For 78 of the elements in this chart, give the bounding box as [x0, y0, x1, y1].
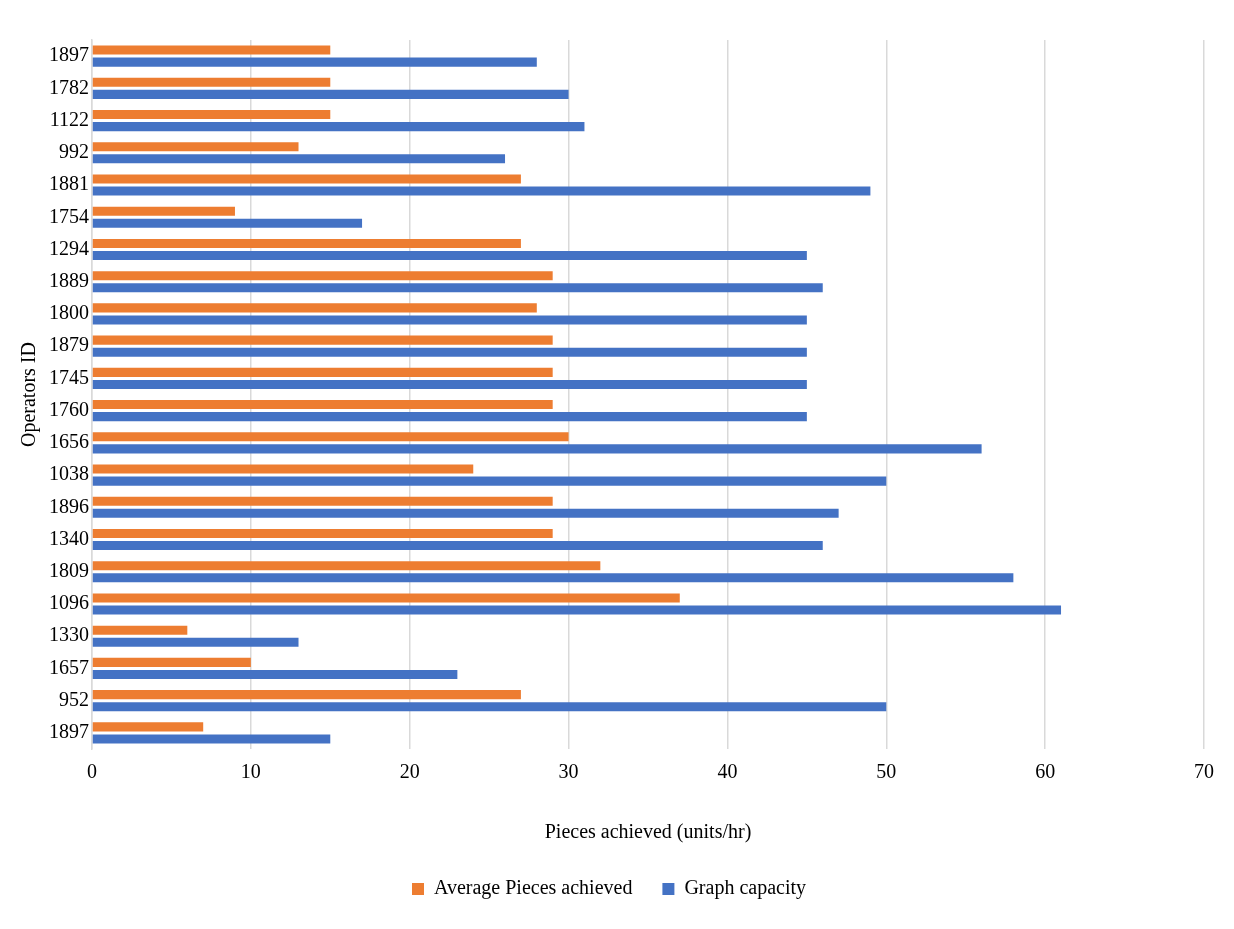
bar — [92, 109, 331, 120]
y-tick-label: 1782 — [49, 75, 89, 98]
bar — [92, 669, 458, 680]
bar — [92, 303, 537, 313]
x-tick-label: 60 — [1035, 760, 1056, 783]
y-tick-label: 992 — [59, 140, 89, 163]
bar — [92, 89, 569, 99]
bar — [92, 271, 553, 281]
bar — [92, 432, 569, 442]
bar — [92, 154, 506, 164]
bar — [92, 142, 299, 152]
bar — [92, 593, 680, 603]
bar — [92, 528, 553, 539]
x-axis-title: Pieces achieved (units/hr) — [544, 820, 752, 844]
x-tick-label: 30 — [558, 760, 579, 783]
y-tick-label: 1657 — [49, 655, 89, 678]
legend-label: Average Pieces achieved — [434, 876, 633, 900]
bar — [92, 625, 188, 635]
y-tick-label: 1897 — [49, 720, 89, 743]
x-tick-label: 40 — [717, 760, 738, 783]
x-tick-label: 0 — [87, 760, 97, 783]
y-tick-label: 1656 — [49, 430, 89, 453]
bar — [92, 541, 823, 551]
bar — [92, 77, 331, 87]
bar — [92, 238, 521, 248]
y-tick-label: 1800 — [49, 301, 89, 324]
y-tick-label: 1096 — [49, 591, 89, 614]
y-tick-label: 1760 — [49, 397, 89, 420]
bar — [92, 174, 521, 184]
bar — [92, 335, 553, 345]
y-tick-label: 1881 — [49, 172, 89, 195]
x-tick-label: 20 — [399, 760, 420, 783]
legend-label: Graph capacity — [684, 876, 807, 900]
bar — [92, 476, 887, 486]
y-tick-label: 1294 — [49, 236, 89, 259]
bar — [92, 734, 331, 744]
bar — [92, 657, 251, 667]
y-tick-label: 1745 — [49, 365, 89, 388]
y-tick-label: 1889 — [49, 268, 89, 291]
bar — [92, 464, 474, 474]
bar — [92, 702, 887, 712]
y-tick-label: 952 — [59, 687, 89, 710]
y-tick-label: 1330 — [49, 623, 89, 646]
bar — [92, 561, 601, 571]
y-tick-label: 1879 — [49, 333, 89, 356]
bar — [92, 250, 807, 261]
bar — [92, 315, 807, 325]
bar — [92, 347, 807, 357]
y-tick-label: 1754 — [49, 204, 89, 227]
bar — [92, 637, 299, 647]
y-tick-label: 1897 — [49, 43, 89, 66]
bar — [92, 412, 807, 422]
y-tick-label: 1038 — [49, 462, 89, 485]
bar — [92, 206, 235, 216]
bar — [92, 508, 839, 518]
bar — [92, 496, 553, 506]
bar — [92, 186, 871, 196]
bar — [92, 573, 1014, 583]
bar — [92, 283, 823, 293]
bar — [92, 367, 553, 377]
y-tick-label: 1809 — [49, 559, 89, 581]
y-tick-label: 1896 — [49, 494, 89, 517]
y-tick-label: 1340 — [49, 526, 89, 549]
bar — [92, 218, 363, 228]
x-tick-label: 70 — [1194, 760, 1214, 783]
x-tick-label: 10 — [240, 760, 261, 783]
y-axis-title: Operators ID — [17, 342, 41, 447]
bar — [92, 444, 982, 454]
bar — [92, 605, 1062, 615]
bar — [92, 57, 537, 67]
y-tick-label: 1122 — [49, 107, 89, 130]
bar — [92, 122, 585, 132]
bar — [92, 400, 553, 410]
bar — [92, 690, 521, 700]
bar — [92, 45, 331, 55]
bar — [92, 722, 204, 732]
bar — [92, 379, 807, 389]
x-tick-label: 50 — [876, 760, 897, 783]
